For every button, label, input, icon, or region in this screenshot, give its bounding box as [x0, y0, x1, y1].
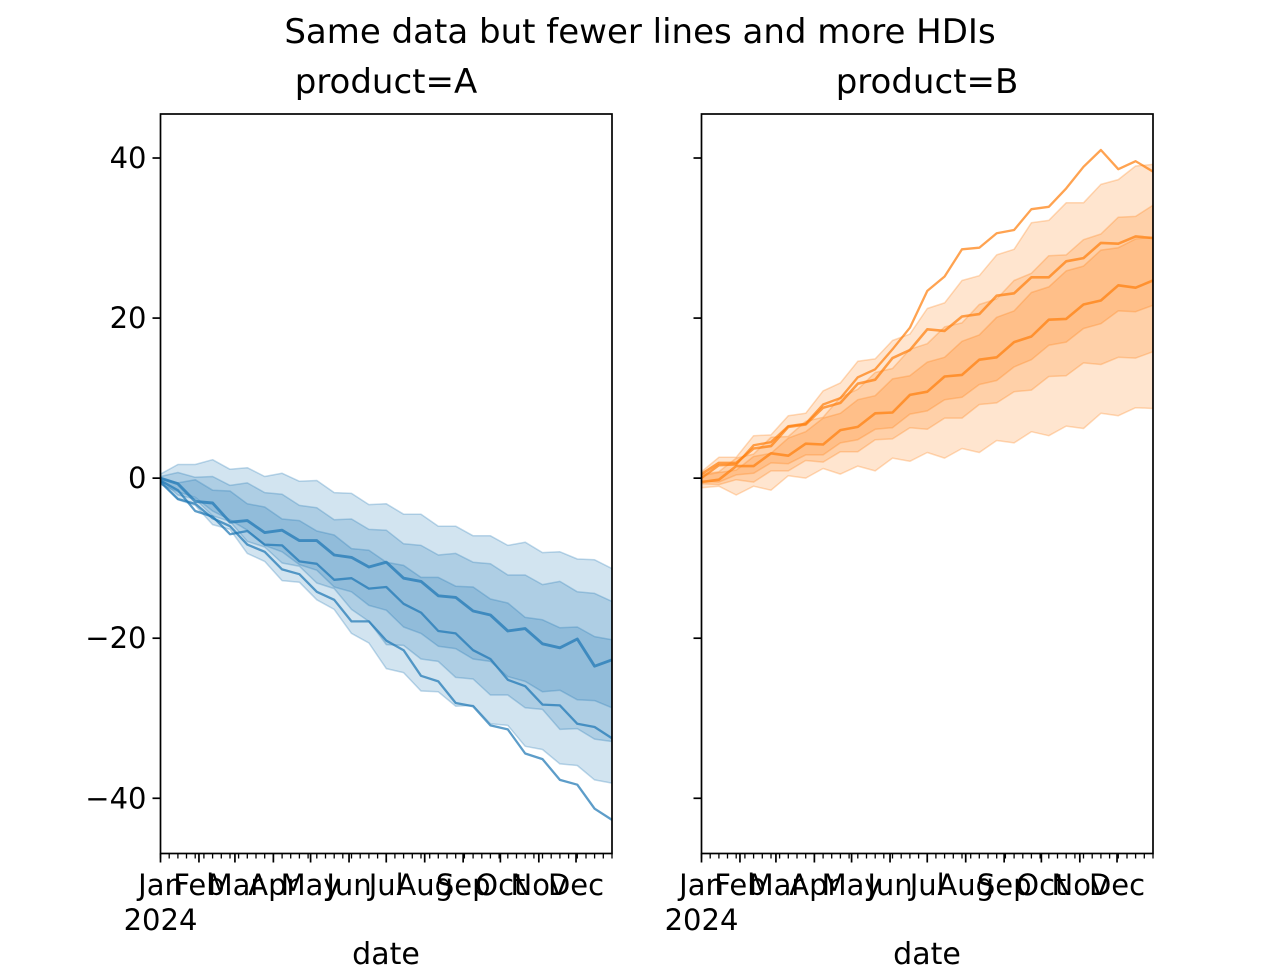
subplot-a-xlabel: date: [352, 937, 420, 972]
sample-2-line: [701, 235, 1153, 476]
month-tick-label: Jul: [367, 868, 404, 902]
hdi-band-middle: [701, 204, 1153, 486]
y-tick-label: −40: [85, 781, 146, 815]
month-tick-label: May: [822, 868, 882, 902]
y-major-ticks: 40 20 0 −20 −40: [85, 141, 161, 815]
year-tick-label: 2024: [124, 903, 198, 937]
month-tick-label: Nov: [1052, 868, 1109, 902]
month-tick-label: Jul: [908, 868, 945, 902]
month-tick-label: Nov: [511, 868, 568, 902]
hdi-band-inner: [160, 477, 612, 709]
month-tick-label: Oct: [475, 868, 525, 902]
month-tick-label: Dec: [1089, 868, 1145, 902]
year-tick-label: 2024: [665, 903, 739, 937]
subplot-a: JanFebMarAprMayJunJulAugSepOctNovDec2024…: [85, 113, 613, 937]
subplot-b-title: product=B: [835, 62, 1019, 102]
month-tick-label: Dec: [548, 868, 604, 902]
month-tick-label: Oct: [1016, 868, 1066, 902]
sample-1-line: [160, 476, 612, 668]
month-tick-label: Jun: [865, 868, 912, 902]
sample-3-line: [701, 279, 1153, 484]
month-tick-label: Jun: [324, 868, 371, 902]
figure-suptitle: Same data but fewer lines and more HDIs: [284, 12, 996, 52]
hdi-band-outer: [160, 458, 612, 784]
month-tick-label: Aug: [937, 868, 994, 902]
hdi-band-middle: [160, 471, 612, 743]
y-tick-label: 20: [110, 301, 147, 335]
month-tick-label: May: [281, 868, 341, 902]
y-major-ticks: [693, 157, 702, 800]
month-tick-label: Aug: [396, 868, 453, 902]
month-tick-label: Feb: [173, 868, 224, 902]
month-tick-label: Jan: [136, 868, 183, 902]
month-tick-label: Sep: [977, 868, 1032, 902]
y-tick-label: 0: [128, 461, 146, 495]
y-tick-label: 40: [110, 141, 147, 175]
y-tick-label: −20: [85, 621, 146, 655]
month-tick-label: Mar: [208, 868, 263, 902]
sample-1-line: [701, 148, 1153, 480]
month-tick-label: Feb: [714, 868, 765, 902]
month-tick-label: Sep: [436, 868, 491, 902]
month-tick-label: Mar: [749, 868, 804, 902]
subplot-a-title: product=A: [294, 62, 478, 102]
month-tick-label: Apr: [248, 868, 298, 902]
month-tick-label: Jan: [677, 868, 724, 902]
month-tick-label: Apr: [789, 868, 839, 902]
sample-3-line: [160, 480, 612, 822]
subplot-b-xlabel: date: [893, 937, 961, 972]
hdi-band-inner: [701, 236, 1153, 483]
